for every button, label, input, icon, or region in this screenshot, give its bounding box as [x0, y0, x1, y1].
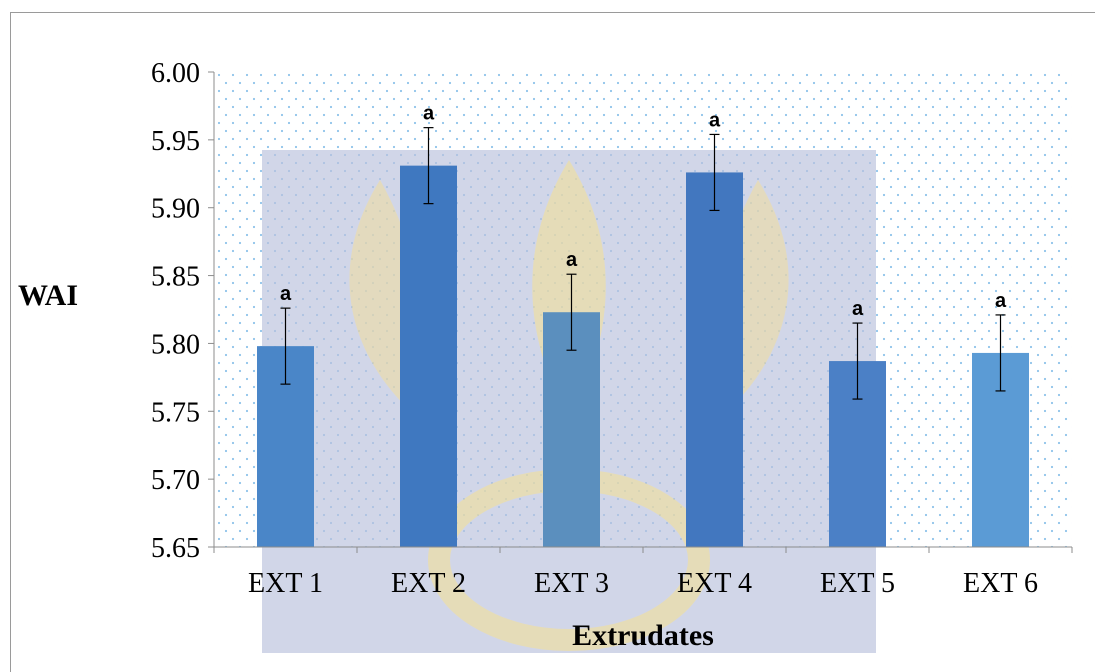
- y-tick-label: 5.95: [151, 126, 200, 157]
- y-tick-label: 5.65: [151, 533, 200, 564]
- error-bars-layer: [280, 127, 1006, 400]
- x-tick-label: EXT 6: [963, 568, 1038, 599]
- significance-labels-layer: a a a a a a: [280, 103, 1007, 320]
- y-tick-label: 5.80: [151, 329, 200, 360]
- x-ticks-layer: EXT 1 EXT 2 EXT 3 EXT 4 EXT 5 EXT 6: [213, 547, 1073, 599]
- x-axis-label: Extrudates: [572, 619, 714, 652]
- x-tick-label: EXT 3: [534, 568, 609, 599]
- significance-label: a: [566, 249, 578, 271]
- x-tick-label: EXT 1: [248, 568, 323, 599]
- significance-label: a: [423, 103, 435, 125]
- significance-label: a: [280, 283, 292, 305]
- y-tick-label: 5.70: [151, 465, 200, 496]
- significance-label: a: [852, 298, 864, 320]
- significance-label: a: [709, 109, 721, 131]
- y-tick-label: 5.90: [151, 194, 200, 225]
- y-axis-label: WAI: [18, 279, 78, 312]
- bar: [543, 312, 600, 547]
- y-ticks-layer: 5.65 5.70 5.75 5.80 5.85 5.90 5.95 6.00: [151, 58, 214, 564]
- bar: [400, 165, 457, 547]
- y-tick-label: 5.75: [151, 397, 200, 428]
- x-tick-label: EXT 4: [677, 568, 752, 599]
- bars-layer: [257, 165, 1029, 547]
- x-tick-label: EXT 5: [820, 568, 895, 599]
- x-tick-label: EXT 2: [391, 568, 466, 599]
- y-tick-label: 5.85: [151, 262, 200, 293]
- bar: [686, 172, 743, 547]
- significance-label: a: [995, 290, 1007, 312]
- chart-frame: [10, 12, 1095, 672]
- y-tick-label: 6.00: [151, 58, 200, 89]
